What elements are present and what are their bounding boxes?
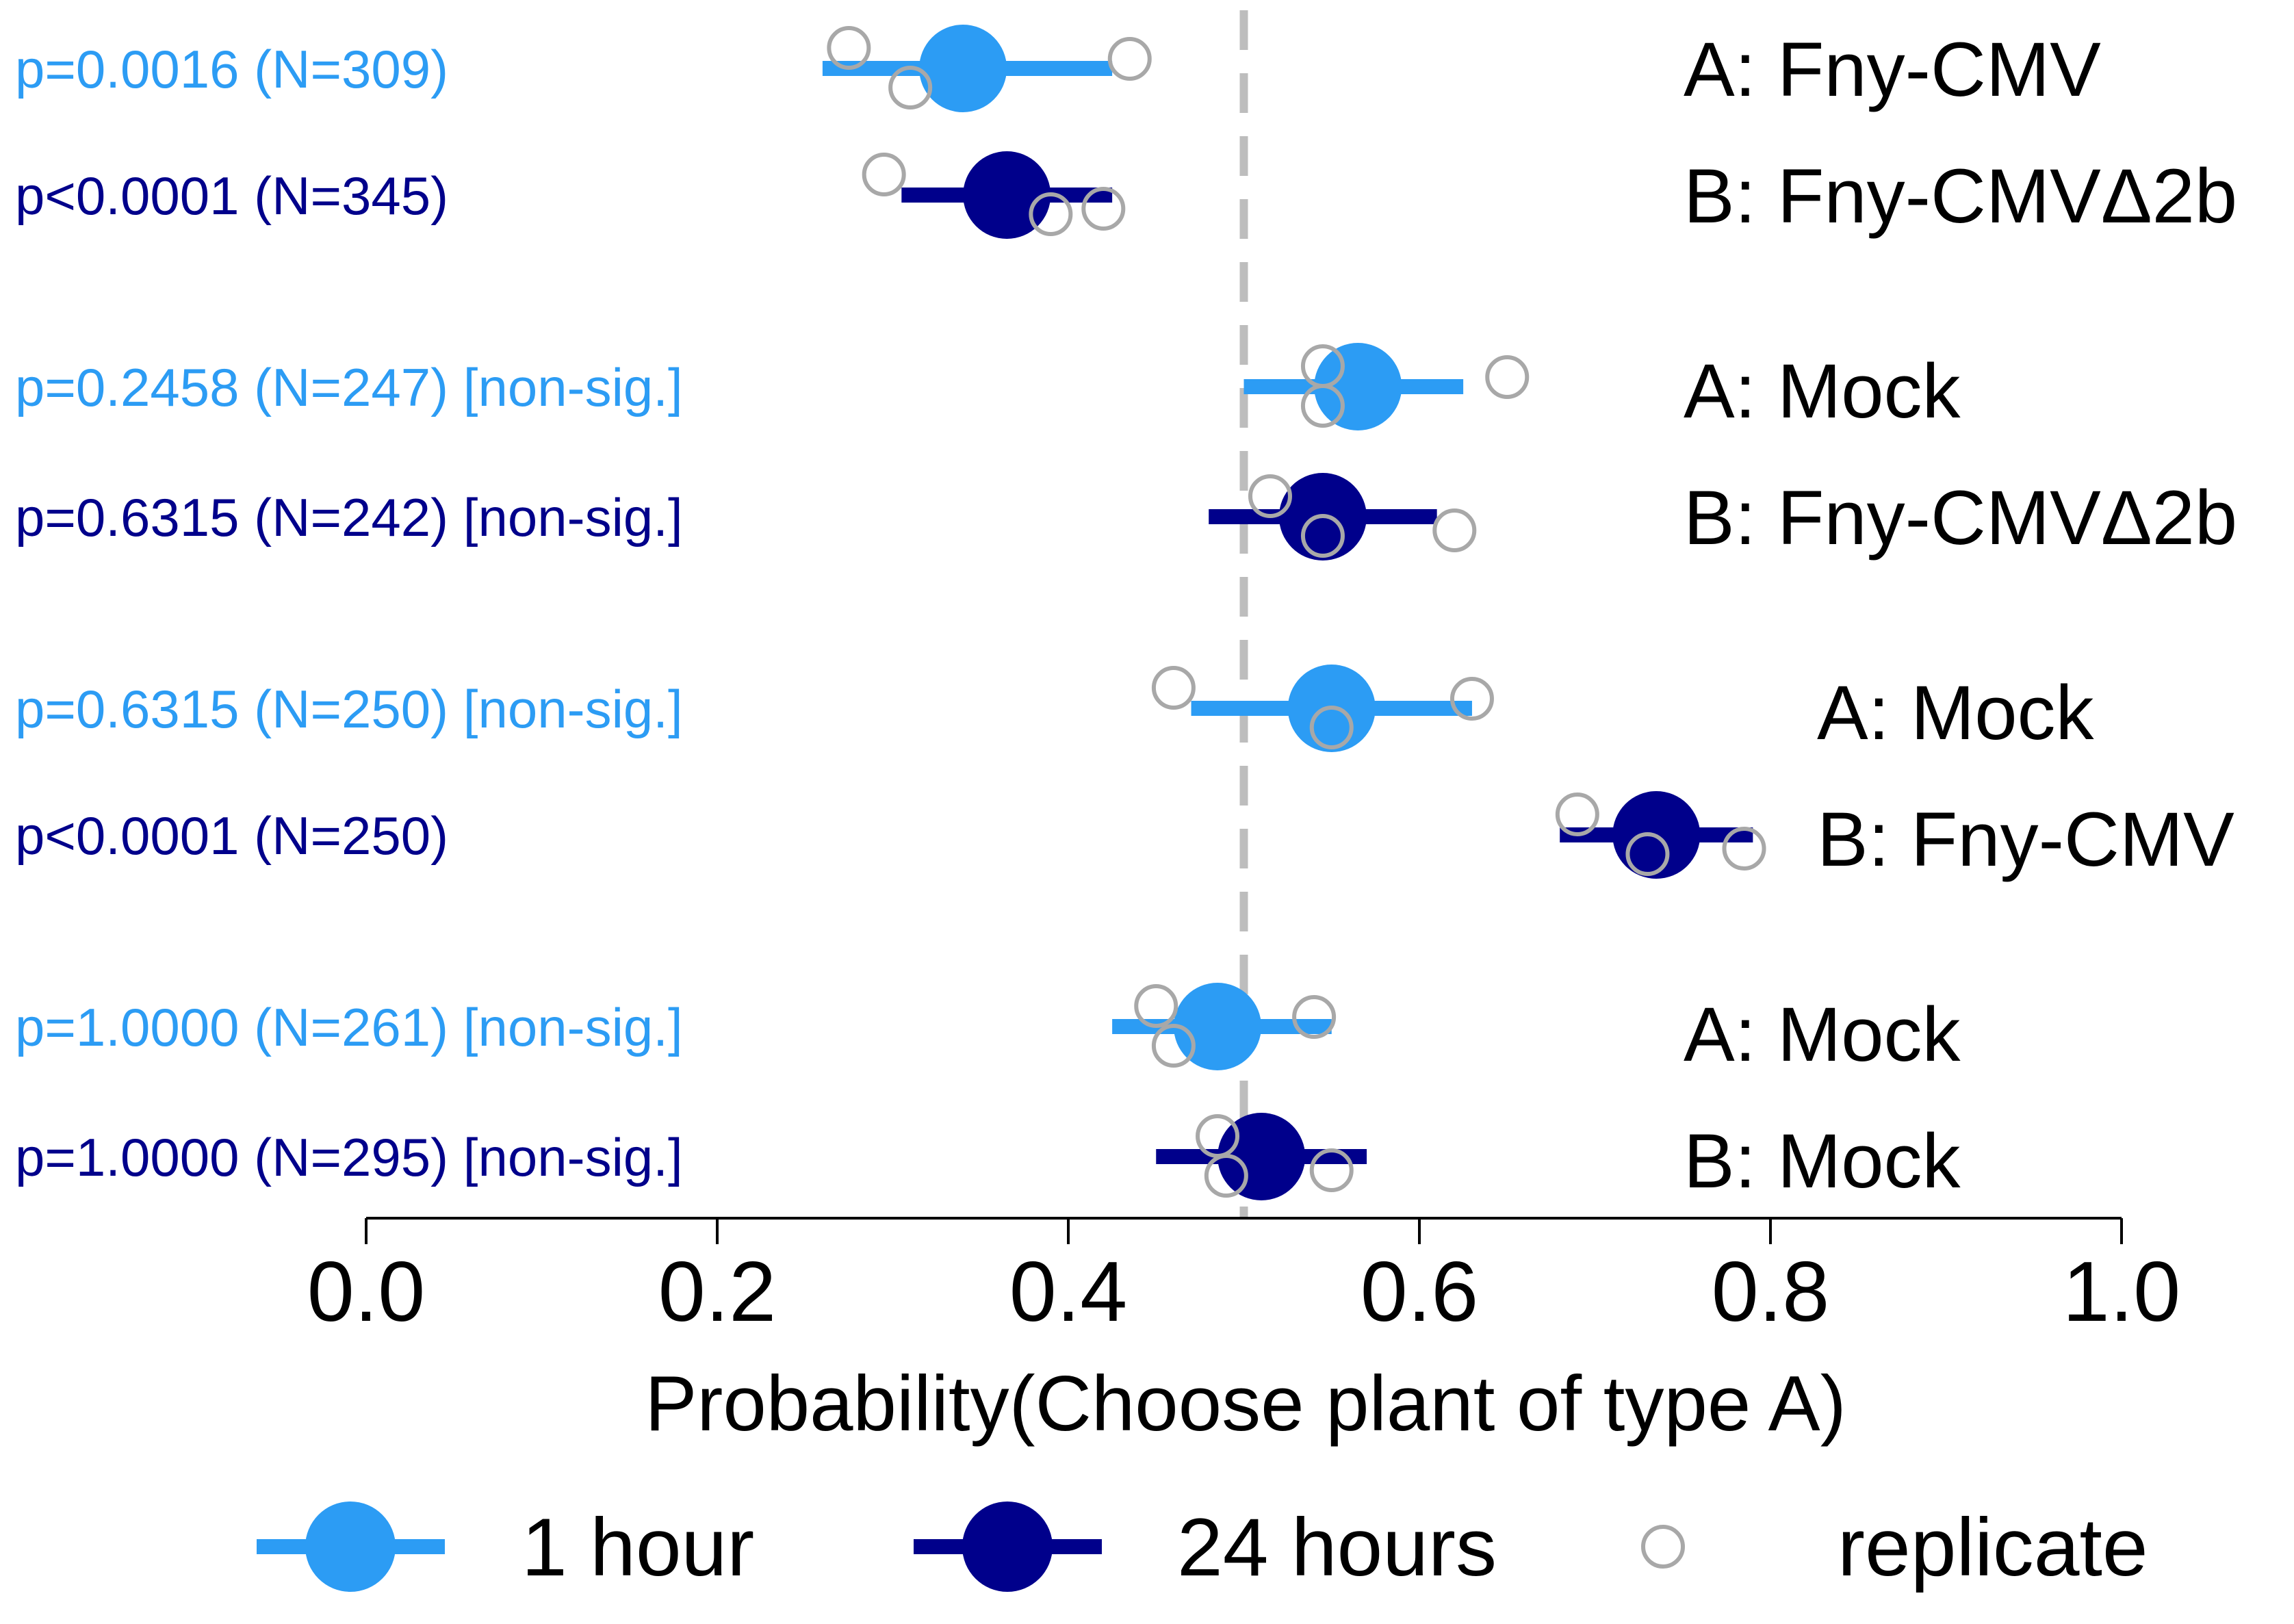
legend-item-1-hour: 1 hour: [257, 1501, 754, 1593]
x-tick-label: 0.2: [658, 1245, 776, 1339]
row-2: [862, 151, 1126, 239]
replicate-point: [1449, 677, 1494, 721]
condition-label-a: A: Fny-CMV: [1684, 27, 2101, 112]
legend-swatch-dot: [305, 1501, 396, 1592]
row-8: [1156, 1113, 1367, 1200]
row-3: [1243, 343, 1530, 430]
replicate-point: [888, 66, 933, 109]
replicate-point: [1107, 37, 1152, 81]
condition-label-a: A: Mock: [1817, 670, 2095, 756]
replicate-point: [1300, 384, 1345, 428]
x-axis: 0.0 0.2 0.4 0.6 0.8 1.0: [307, 1217, 2180, 1339]
x-tick-label: 1.0: [2063, 1245, 2180, 1339]
legend-label-24-hours: 24 hours: [1177, 1501, 1497, 1593]
replicate-point: [1485, 355, 1530, 399]
condition-label-a: A: Mock: [1684, 992, 1961, 1077]
row-6: [1555, 791, 1766, 879]
point-estimate: [1314, 343, 1402, 430]
replicate-point: [1432, 508, 1477, 552]
legend-swatch-dot: [962, 1501, 1053, 1592]
legend-item-replicate: replicate: [1641, 1501, 2148, 1593]
point-estimate: [1217, 1113, 1306, 1200]
legend-item-24-hours: 24 hours: [914, 1501, 1497, 1593]
legend-label-1-hour: 1 hour: [521, 1501, 754, 1593]
point-estimate: [1174, 983, 1262, 1070]
labels-layer: p=0.0016 (N=309) p<0.0001 (N=345) A: Fny-C…: [15, 27, 2237, 1204]
point-estimate: [919, 25, 1007, 112]
x-tick-label: 0.4: [1009, 1245, 1127, 1339]
replicate-point: [1292, 995, 1337, 1039]
replicate-point: [827, 26, 871, 70]
p-value-label: p=0.2458 (N=247) [non-sig.]: [15, 357, 683, 417]
legend: 1 hour 24 hours replicate: [257, 1501, 2148, 1593]
replicate-point: [862, 153, 906, 196]
replicate-point: [1555, 792, 1599, 836]
x-tick-label: 0.6: [1361, 1245, 1478, 1339]
replicate-point: [1309, 1148, 1354, 1192]
replicate-point: [1204, 1154, 1248, 1198]
legend-label-replicate: replicate: [1838, 1501, 2148, 1593]
p-value-label: p=0.6315 (N=250) [non-sig.]: [15, 679, 683, 739]
p-value-label: p=1.0000 (N=295) [non-sig.]: [15, 1127, 683, 1187]
rows-layer: [822, 25, 1766, 1200]
replicate-point: [1625, 832, 1670, 876]
point-estimate: [963, 151, 1051, 239]
replicate-point: [1248, 474, 1292, 518]
replicate-point: [1309, 706, 1354, 749]
condition-label-b: B: Fny-CMVΔ2b: [1684, 153, 2237, 239]
replicate-point: [1151, 1024, 1196, 1068]
replicate-point: [1134, 984, 1178, 1028]
p-value-label: p=1.0000 (N=261) [non-sig.]: [15, 997, 683, 1057]
legend-swatch-replicate: [1641, 1525, 1685, 1569]
p-value-label: p<0.0001 (N=250): [15, 805, 448, 866]
replicate-point: [1081, 187, 1126, 231]
p-value-label: p=0.6315 (N=242) [non-sig.]: [15, 487, 683, 547]
row-1: [822, 25, 1152, 112]
p-value-label: p=0.0016 (N=309): [15, 39, 448, 99]
replicate-point: [1029, 192, 1073, 236]
condition-label-b: B: Fny-CMVΔ2b: [1684, 475, 2237, 560]
row-5: [1151, 665, 1494, 752]
row-7: [1112, 983, 1337, 1070]
replicate-point: [1151, 666, 1196, 710]
condition-label-a: A: Mock: [1684, 348, 1961, 434]
replicate-point: [1300, 514, 1345, 558]
row-4: [1209, 473, 1477, 560]
x-tick-label: 0.8: [1712, 1245, 1829, 1339]
replicate-point: [1722, 827, 1766, 871]
condition-label-b: B: Mock: [1684, 1118, 1961, 1204]
x-axis-label: Probability(Choose plant of type A): [645, 1361, 1846, 1447]
x-tick-label: 0.0: [307, 1245, 425, 1339]
p-value-label: p<0.0001 (N=345): [15, 166, 448, 226]
condition-label-b: B: Fny-CMV: [1817, 797, 2234, 882]
